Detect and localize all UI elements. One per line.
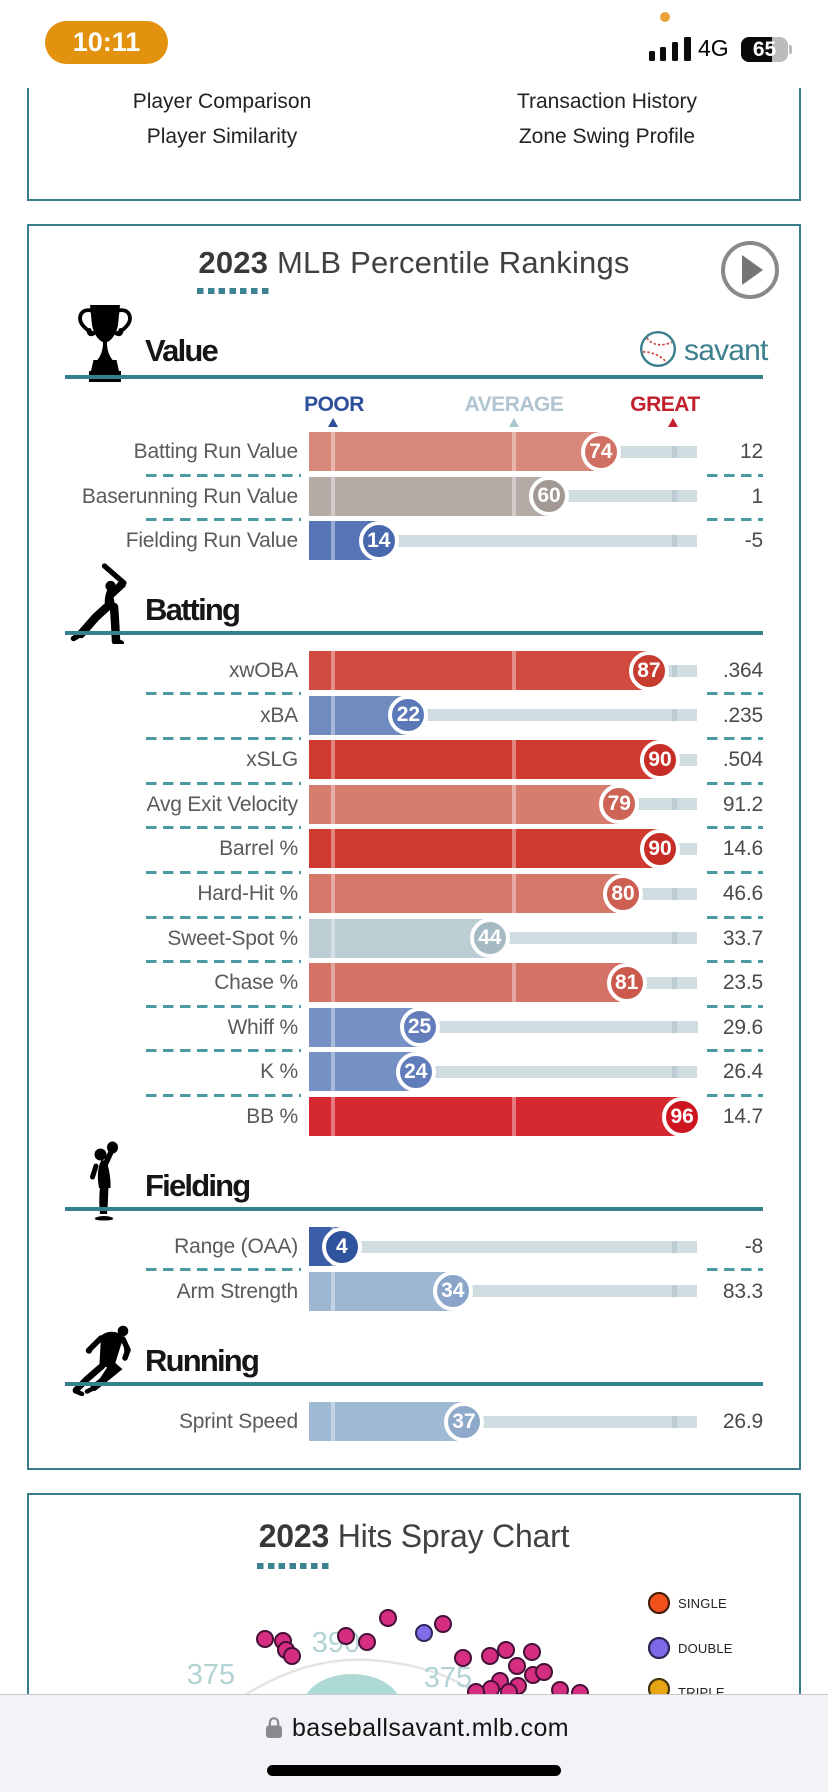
svg-text:375: 375 [187, 1659, 235, 1691]
svg-text:DOUBLE: DOUBLE [678, 1641, 733, 1656]
svg-text:SINGLE: SINGLE [678, 1596, 727, 1611]
svg-text:375: 375 [424, 1662, 472, 1694]
